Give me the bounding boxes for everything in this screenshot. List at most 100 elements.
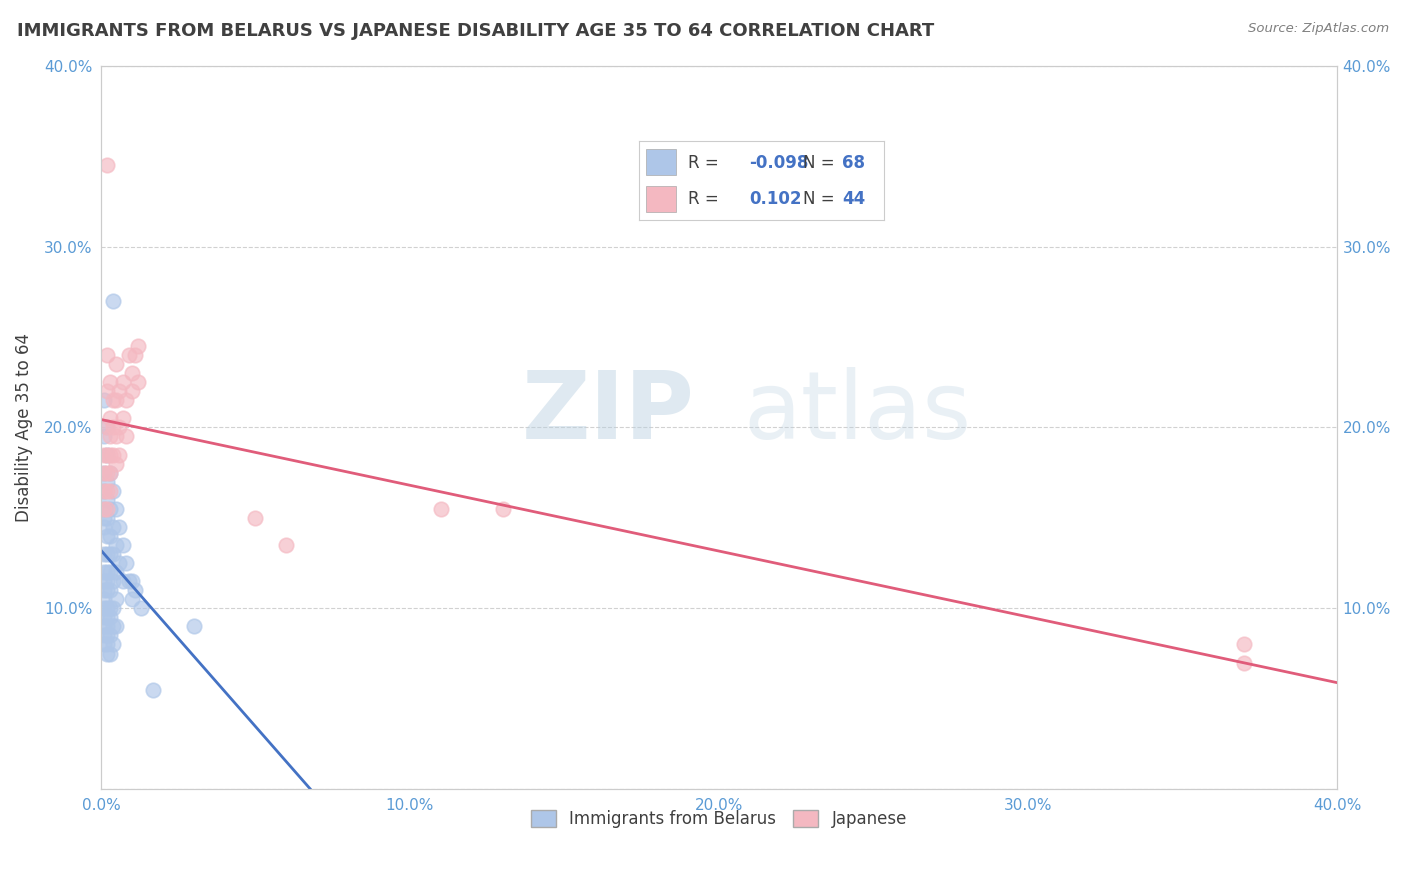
Point <box>98 610 121 624</box>
Point <box>93 574 115 589</box>
Point <box>96 610 118 624</box>
Point <box>111 574 134 589</box>
Point <box>93 483 115 498</box>
Point <box>430 501 453 516</box>
Point <box>129 601 152 615</box>
Point <box>103 547 125 561</box>
Text: 44: 44 <box>842 190 866 208</box>
Point <box>93 429 115 443</box>
Point <box>96 420 118 434</box>
Point <box>103 619 125 633</box>
Text: 0.102: 0.102 <box>749 190 801 208</box>
Point <box>121 574 143 589</box>
Legend: Immigrants from Belarus, Japanese: Immigrants from Belarus, Japanese <box>524 804 914 835</box>
Point <box>103 293 125 308</box>
Point <box>96 565 118 579</box>
Point <box>96 619 118 633</box>
Point <box>124 583 146 598</box>
Point <box>103 483 125 498</box>
Point <box>118 574 141 589</box>
Point <box>96 158 118 172</box>
Point <box>105 592 128 607</box>
Point <box>93 638 115 652</box>
Point <box>93 466 115 480</box>
Point <box>98 466 121 480</box>
Bar <box>647 149 676 176</box>
Point <box>124 348 146 362</box>
Point <box>103 574 125 589</box>
Point <box>108 384 131 399</box>
Point <box>121 366 143 380</box>
Point <box>105 619 128 633</box>
Point <box>103 393 125 408</box>
Point <box>114 556 136 570</box>
Y-axis label: Disability Age 35 to 64: Disability Age 35 to 64 <box>15 333 32 522</box>
Text: R =: R = <box>688 190 718 208</box>
Point <box>108 420 131 434</box>
Point <box>111 411 134 425</box>
Point <box>105 393 128 408</box>
Point <box>105 538 128 552</box>
Point <box>127 339 149 353</box>
Point <box>121 384 143 399</box>
Bar <box>647 186 676 212</box>
Point <box>96 475 118 489</box>
Point <box>98 375 121 389</box>
Text: N =: N = <box>803 190 835 208</box>
Point <box>93 601 115 615</box>
Text: ZIP: ZIP <box>522 367 695 459</box>
Text: 68: 68 <box>842 153 865 171</box>
Point <box>108 556 131 570</box>
Point <box>96 448 118 462</box>
Text: R =: R = <box>688 153 718 171</box>
Point <box>276 538 298 552</box>
Point <box>96 420 118 434</box>
Point <box>114 393 136 408</box>
Point <box>121 592 143 607</box>
Point <box>96 647 118 661</box>
Point <box>96 529 118 543</box>
Point <box>93 628 115 642</box>
Point <box>96 638 118 652</box>
Point <box>98 429 121 443</box>
Text: IMMIGRANTS FROM BELARUS VS JAPANESE DISABILITY AGE 35 TO 64 CORRELATION CHART: IMMIGRANTS FROM BELARUS VS JAPANESE DISA… <box>17 22 934 40</box>
Point <box>105 565 128 579</box>
Point <box>98 501 121 516</box>
Point <box>111 538 134 552</box>
Point <box>245 511 267 525</box>
Point <box>96 511 118 525</box>
Point <box>98 411 121 425</box>
Point <box>98 529 121 543</box>
Point <box>96 501 118 516</box>
Point <box>93 583 115 598</box>
Point <box>118 348 141 362</box>
Point <box>93 592 115 607</box>
Point <box>93 511 115 525</box>
Point <box>98 483 121 498</box>
Point <box>93 610 115 624</box>
Point <box>111 375 134 389</box>
Point <box>105 357 128 371</box>
Point <box>98 565 121 579</box>
Point <box>93 547 115 561</box>
Point <box>93 448 115 462</box>
Point <box>98 601 121 615</box>
Point <box>1233 638 1256 652</box>
Point <box>98 448 121 462</box>
Point <box>93 501 115 516</box>
Point <box>98 628 121 642</box>
Point <box>96 574 118 589</box>
Point <box>96 483 118 498</box>
Point <box>93 520 115 534</box>
Point <box>103 601 125 615</box>
Point <box>96 583 118 598</box>
Point <box>105 501 128 516</box>
Point <box>93 483 115 498</box>
Point <box>93 565 115 579</box>
Text: N =: N = <box>803 153 835 171</box>
Point <box>96 628 118 642</box>
Point <box>98 647 121 661</box>
Point <box>1233 656 1256 670</box>
Point <box>98 466 121 480</box>
Point <box>98 583 121 598</box>
